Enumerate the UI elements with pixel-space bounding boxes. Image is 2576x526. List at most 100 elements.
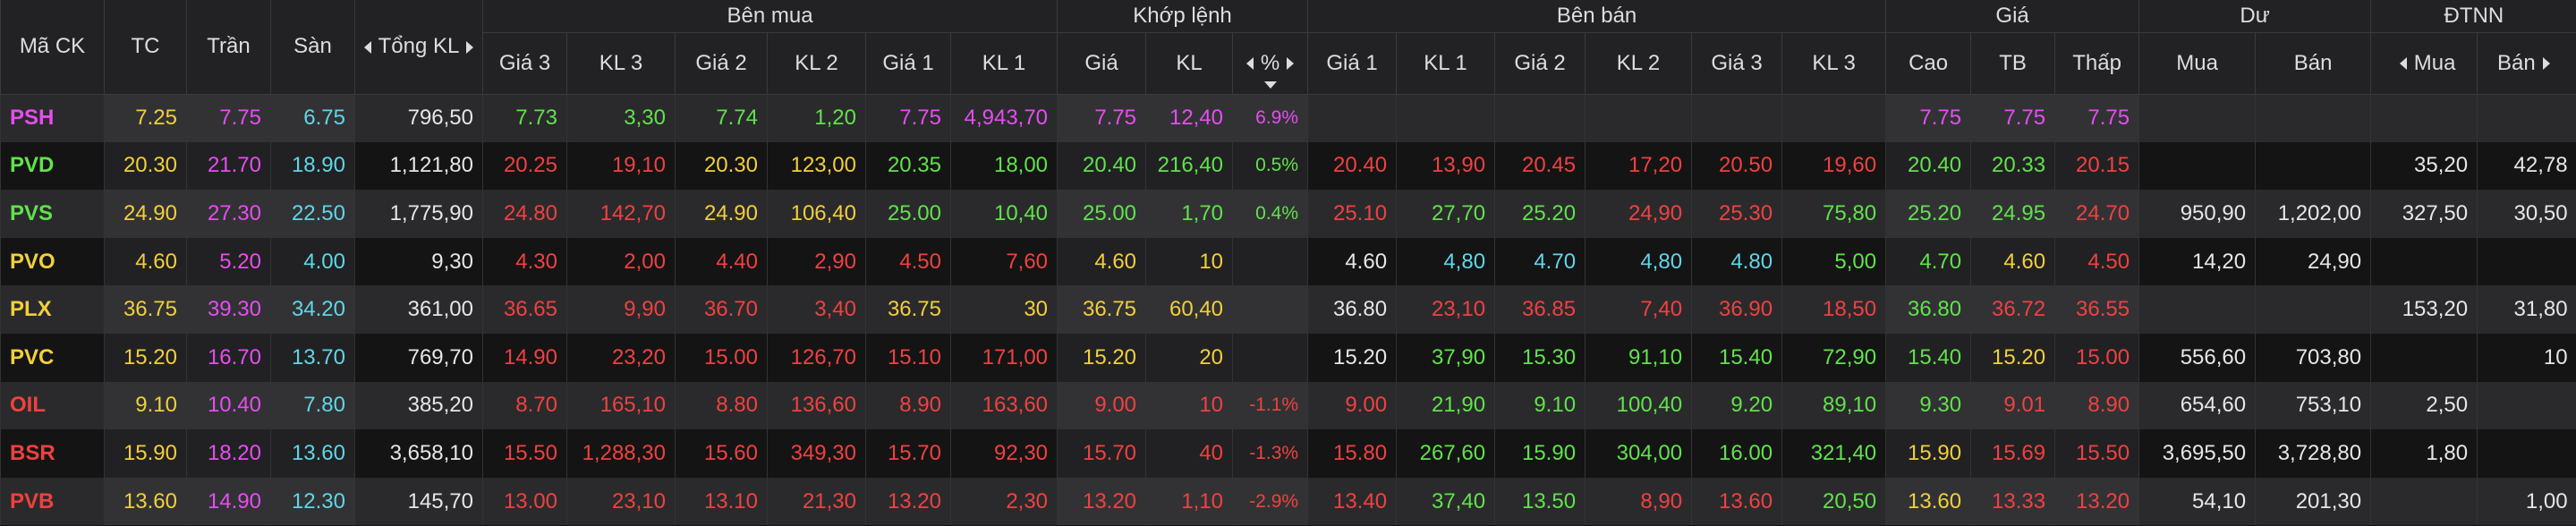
cell: 0.4% [1232, 190, 1308, 238]
cell [1585, 94, 1692, 142]
cell: 20.50 [1691, 141, 1782, 191]
cell: 304,00 [1585, 429, 1692, 478]
cell: 25.00 [865, 190, 951, 238]
sub-header: Giá 1 [865, 32, 951, 95]
cell: 769,70 [354, 333, 483, 382]
cell: 36.72 [1970, 285, 2055, 334]
cell: 2,90 [767, 237, 866, 286]
symbol: BSR [0, 429, 105, 478]
header: Mã CK TC Trần Sàn Tổng KL Bên mua Khớp lệnh Bên… [0, 0, 2576, 95]
cell: 42,78 [2477, 141, 2576, 191]
cell: 9.10 [104, 381, 187, 430]
cell: 72,90 [1781, 333, 1886, 382]
cell: 13.50 [1494, 477, 1586, 526]
sub-header: KL 1 [949, 32, 1058, 95]
group-header: Khớp lệnh [1057, 0, 1308, 33]
sub-header: Giá 3 [482, 32, 567, 95]
cell: -1.3% [1232, 429, 1308, 478]
cell: 4,80 [1396, 237, 1495, 286]
cell: 10 [2477, 333, 2576, 382]
cell: 4.70 [1494, 237, 1586, 286]
cell: 36.75 [104, 285, 187, 334]
cell: 267,60 [1396, 429, 1495, 478]
cell [1691, 94, 1782, 142]
label: % [1260, 50, 1280, 75]
cell: 15.10 [865, 333, 951, 382]
cell: 1,775,90 [354, 190, 483, 238]
column-header: Tổng KL [354, 0, 483, 95]
cell: 703,80 [2255, 333, 2371, 382]
cell: 21,90 [1396, 381, 1495, 430]
label: Tổng KL [378, 34, 460, 59]
cell: 5,00 [1781, 237, 1886, 286]
cell: 15.90 [1494, 429, 1586, 478]
cell: 3,30 [566, 94, 676, 142]
cell: 3,658,10 [354, 429, 483, 478]
cell: 20.40 [1307, 141, 1397, 191]
stock-row: BSR 15.90 18.20 13.60 3,658,10 15.50 1,288,30 1… [0, 429, 2576, 478]
cell: 7.73 [482, 94, 567, 142]
cell: 13.60 [270, 429, 355, 478]
cell: 23,10 [566, 477, 676, 526]
sub-header: Mua [2370, 32, 2478, 95]
stock-row: PVO 4.60 5.20 4.00 9,30 4.30 2,00 4.40 2,90 4.50 7… [0, 237, 2576, 286]
stock-row: PVD 20.30 21.70 18.90 1,121,80 20.25 19,10 20.3… [0, 141, 2576, 191]
cell: 37,90 [1396, 333, 1495, 382]
cell [2477, 381, 2576, 430]
cell: 9.10 [1494, 381, 1586, 430]
cell: 4.00 [270, 237, 355, 286]
cell: 1,202,00 [2255, 190, 2371, 238]
cell: 20.15 [2054, 141, 2139, 191]
cell: 91,10 [1585, 333, 1692, 382]
arrow-icon [2399, 57, 2407, 71]
stock-row: PLX 36.75 39.30 34.20 361,00 36.65 9,90 36.70 3,… [0, 285, 2576, 334]
arrow-icon [1263, 81, 1277, 89]
group-header: Bên bán [1307, 0, 1886, 33]
cell: 8.80 [675, 381, 768, 430]
sub-header: KL 3 [1781, 32, 1886, 95]
cell: 15.70 [865, 429, 951, 478]
cell: 20.45 [1494, 141, 1586, 191]
cell: 327,50 [2370, 190, 2478, 238]
cell: 8,90 [1585, 477, 1692, 526]
cell: -2.9% [1232, 477, 1308, 526]
cell: 20.33 [1970, 141, 2055, 191]
cell [2138, 141, 2256, 191]
symbol: PLX [0, 285, 105, 334]
sub-header: Giá 3 [1691, 32, 1782, 95]
cell: 25.20 [1494, 190, 1586, 238]
cell: 30 [949, 285, 1058, 334]
sub-header: KL 3 [566, 32, 676, 95]
cell: 13.10 [675, 477, 768, 526]
cell: 2,00 [566, 237, 676, 286]
cell: 12.30 [270, 477, 355, 526]
cell: 13.60 [104, 477, 187, 526]
cell: 14,20 [2138, 237, 2256, 286]
cell: 15.40 [1691, 333, 1782, 382]
cell: 17,20 [1585, 141, 1692, 191]
cell: 15.20 [1057, 333, 1146, 382]
cell: 36.70 [675, 285, 768, 334]
cell: 145,70 [354, 477, 483, 526]
cell: 27,70 [1396, 190, 1495, 238]
symbol: OIL [0, 381, 105, 430]
cell: 18.20 [186, 429, 271, 478]
cell: 92,30 [949, 429, 1058, 478]
cell: 15.30 [1494, 333, 1586, 382]
cell: 13.20 [1057, 477, 1146, 526]
cell: 201,30 [2255, 477, 2371, 526]
cell [1232, 333, 1308, 382]
cell: 25.30 [1691, 190, 1782, 238]
cell: -1.1% [1232, 381, 1308, 430]
cell: 9.30 [1885, 381, 1971, 430]
cell: 15.90 [1885, 429, 1971, 478]
cell: 36.80 [1885, 285, 1971, 334]
cell: 4,80 [1585, 237, 1692, 286]
cell: 7.75 [1057, 94, 1146, 142]
cell: 34.20 [270, 285, 355, 334]
stock-row: OIL 9.10 10.40 7.80 385,20 8.70 165,10 8.80 136,… [0, 381, 2576, 430]
symbol: PVD [0, 141, 105, 191]
cell: 20.30 [675, 141, 768, 191]
cell: 20,50 [1781, 477, 1886, 526]
